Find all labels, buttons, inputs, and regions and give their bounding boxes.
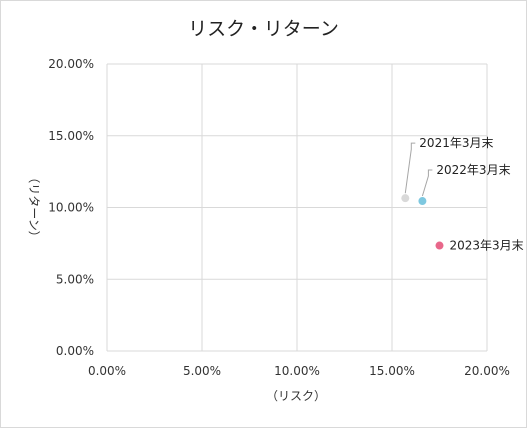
x-axis-label: （リスク） [266,389,326,403]
point-layer [401,194,444,250]
y-axis-label: （リターン） [27,171,41,242]
data-point [435,241,444,250]
y-tick-label: 15.00% [48,129,94,143]
y-tick-label: 10.00% [48,201,94,215]
data-label: 2021年3月末 [419,136,493,150]
grid-layer [106,63,488,352]
data-point [418,197,427,206]
label-layer: 2021年3月末 2022年3月末 2023年3月末 [419,136,523,252]
x-tick-label: 5.00% [183,364,221,378]
y-tick-label: 20.00% [48,57,94,71]
data-point [401,194,410,203]
y-tick-label: 5.00% [56,272,94,286]
y-tick-label: 0.00% [56,344,94,358]
leader-layer [404,142,433,197]
x-tick-label: 0.00% [88,364,126,378]
data-label: 2022年3月末 [436,163,510,177]
leader-line [404,142,416,194]
x-tick-label: 15.00% [369,364,415,378]
x-tick-label: 10.00% [274,364,320,378]
tick-layer: 0.00% 5.00% 10.00% 15.00% 20.00% 0.00% 5.00% 10… [48,57,510,378]
data-label: 2023年3月末 [450,239,524,253]
chart-title: リスク・リターン [188,18,339,40]
x-tick-label: 20.00% [464,364,510,378]
leader-line [421,169,433,197]
